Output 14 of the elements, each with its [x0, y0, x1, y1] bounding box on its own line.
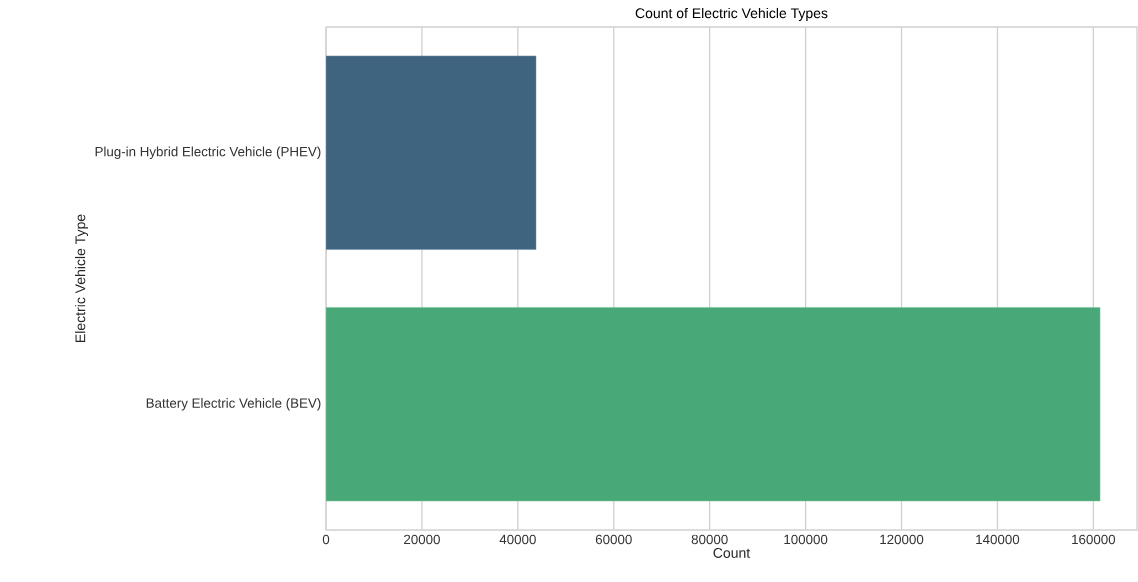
- x-tick-label: 80000: [691, 534, 728, 545]
- x-tick-label: 40000: [499, 534, 536, 545]
- x-tick-label: 120000: [880, 534, 924, 545]
- chart-title: Count of Electric Vehicle Types: [635, 7, 828, 21]
- x-tick-label: 0: [322, 534, 330, 545]
- x-tick-label: 100000: [784, 534, 828, 545]
- x-axis-title: Count: [713, 547, 751, 558]
- x-tick-label: 160000: [1072, 534, 1116, 545]
- y-tick-label: Plug-in Hybrid Electric Vehicle (PHEV): [95, 146, 321, 159]
- y-axis-title: Electric Vehicle Type: [75, 214, 89, 342]
- x-tick-label: 20000: [404, 534, 440, 545]
- x-tick-label: 140000: [976, 534, 1020, 545]
- x-tick-label: 60000: [595, 534, 632, 545]
- y-tick-label: Battery Electric Vehicle (BEV): [146, 398, 321, 411]
